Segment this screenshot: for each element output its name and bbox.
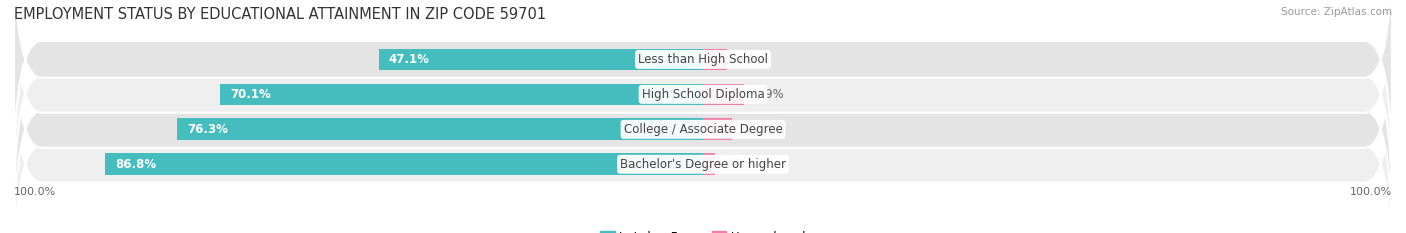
Bar [105, 154, 703, 175]
Text: College / Associate Degree: College / Associate Degree [624, 123, 782, 136]
Text: Source: ZipAtlas.com: Source: ZipAtlas.com [1281, 7, 1392, 17]
Bar [703, 154, 714, 175]
Text: 100.0%: 100.0% [1350, 187, 1392, 197]
Text: EMPLOYMENT STATUS BY EDUCATIONAL ATTAINMENT IN ZIP CODE 59701: EMPLOYMENT STATUS BY EDUCATIONAL ATTAINM… [14, 7, 546, 22]
Text: Bachelor's Degree or higher: Bachelor's Degree or higher [620, 158, 786, 171]
Bar [378, 49, 703, 70]
Text: High School Diploma: High School Diploma [641, 88, 765, 101]
Text: 47.1%: 47.1% [389, 53, 430, 66]
Text: 1.7%: 1.7% [725, 158, 755, 171]
Bar [703, 84, 744, 105]
Text: 4.2%: 4.2% [742, 123, 772, 136]
FancyBboxPatch shape [14, 0, 1392, 181]
Text: 86.8%: 86.8% [115, 158, 156, 171]
Bar [703, 118, 733, 140]
Legend: In Labor Force, Unemployed: In Labor Force, Unemployed [596, 226, 810, 233]
Text: 70.1%: 70.1% [231, 88, 271, 101]
FancyBboxPatch shape [14, 0, 1392, 216]
FancyBboxPatch shape [14, 43, 1392, 233]
Text: 100.0%: 100.0% [14, 187, 56, 197]
FancyBboxPatch shape [14, 8, 1392, 233]
Bar [177, 118, 703, 140]
Text: 5.9%: 5.9% [754, 88, 783, 101]
Bar [703, 49, 727, 70]
Text: Less than High School: Less than High School [638, 53, 768, 66]
Bar [221, 84, 703, 105]
Text: 3.5%: 3.5% [738, 53, 768, 66]
Text: 76.3%: 76.3% [187, 123, 229, 136]
